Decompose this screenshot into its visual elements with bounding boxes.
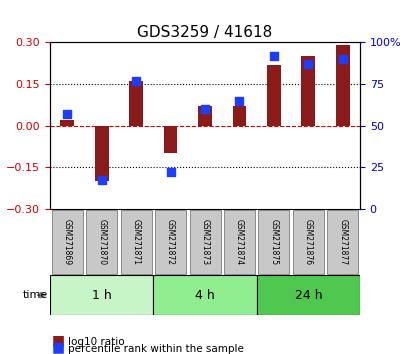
FancyBboxPatch shape [190,210,220,274]
Bar [60,120,74,126]
Bar [267,65,281,126]
FancyBboxPatch shape [258,210,289,274]
Bar [164,126,178,153]
Text: GSM271875: GSM271875 [269,219,278,265]
Point [271,53,277,59]
Bar [336,45,350,126]
Point [64,111,70,117]
Text: GSM271869: GSM271869 [63,219,72,265]
Text: 4 h: 4 h [195,289,215,302]
Bar [198,106,212,126]
Text: log10 ratio: log10 ratio [68,337,125,347]
FancyBboxPatch shape [293,210,324,274]
Text: GSM271872: GSM271872 [166,219,175,265]
Text: GSM271876: GSM271876 [304,219,313,265]
FancyBboxPatch shape [52,210,83,274]
FancyBboxPatch shape [257,275,360,315]
Point [133,78,139,84]
Text: ■: ■ [52,333,65,347]
Bar [129,81,143,126]
Text: 1 h: 1 h [92,289,112,302]
Bar [95,126,108,181]
Text: GSM271871: GSM271871 [132,219,141,265]
FancyBboxPatch shape [327,210,358,274]
Text: percentile rank within the sample: percentile rank within the sample [68,344,244,354]
Point [167,169,174,175]
FancyBboxPatch shape [224,210,255,274]
Point [305,61,312,67]
FancyBboxPatch shape [155,210,186,274]
Title: GDS3259 / 41618: GDS3259 / 41618 [137,25,273,40]
FancyBboxPatch shape [121,210,152,274]
Point [340,56,346,62]
Text: 24 h: 24 h [294,289,322,302]
FancyBboxPatch shape [86,210,117,274]
Point [202,106,208,112]
Text: GSM271873: GSM271873 [200,219,210,265]
Text: GSM271877: GSM271877 [338,219,347,265]
Text: time: time [22,290,48,300]
Point [98,178,105,183]
FancyBboxPatch shape [153,275,257,315]
Text: GSM271870: GSM271870 [97,219,106,265]
Bar [302,56,315,126]
Text: ■: ■ [52,340,65,354]
FancyBboxPatch shape [50,275,153,315]
Text: GSM271874: GSM271874 [235,219,244,265]
Point [236,98,243,103]
Bar [232,106,246,126]
